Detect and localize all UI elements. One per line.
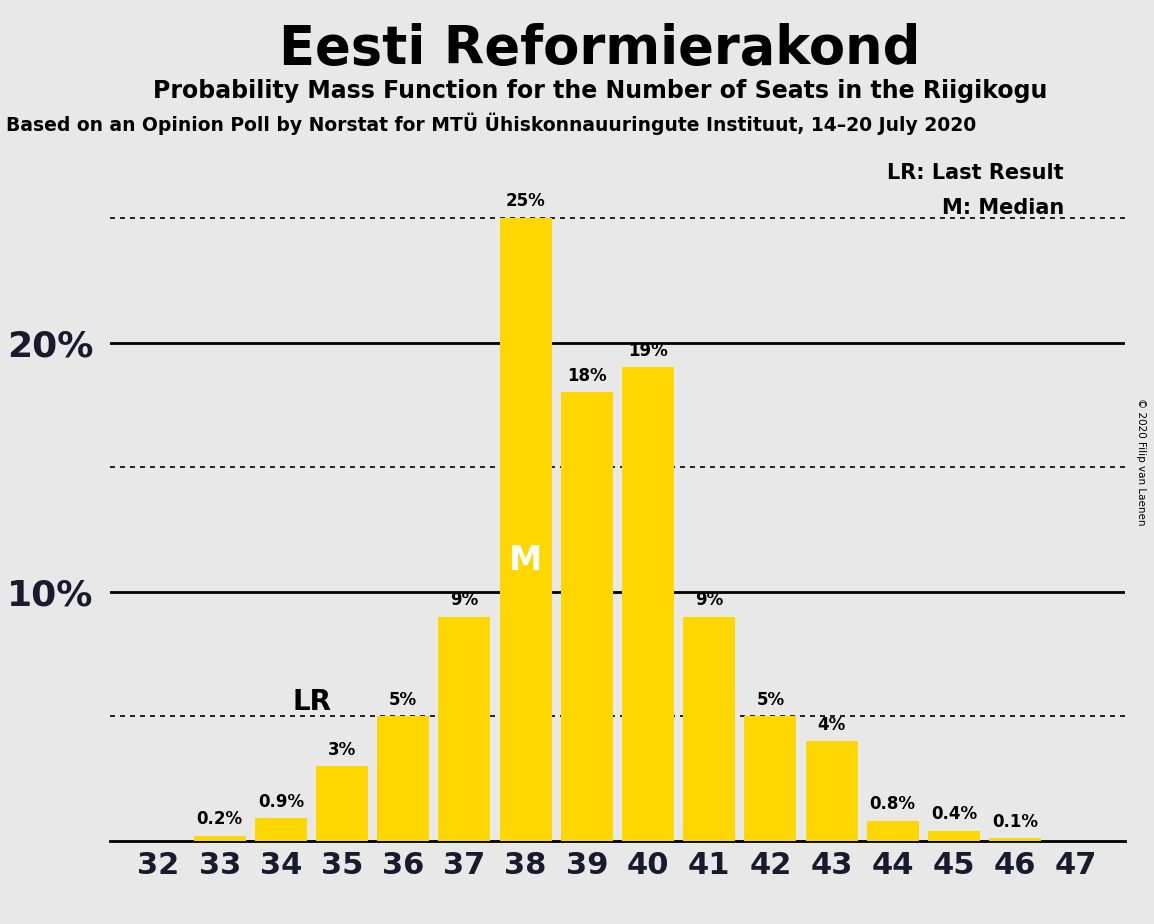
Bar [500,218,552,841]
Text: 0.9%: 0.9% [257,793,304,811]
Text: 25%: 25% [505,192,546,211]
Bar [928,831,980,841]
Bar [255,819,307,841]
Text: M: Median: M: Median [942,198,1064,218]
Text: 4%: 4% [817,716,846,734]
Bar [622,368,674,841]
Bar [439,616,490,841]
Text: LR: Last Result: LR: Last Result [887,164,1064,183]
Bar [744,716,796,841]
Bar [377,716,429,841]
Text: LR: LR [292,688,331,716]
Bar [989,838,1041,841]
Text: 0.8%: 0.8% [870,796,915,813]
Text: 18%: 18% [567,367,607,385]
Bar [805,741,857,841]
Text: Eesti Reformierakond: Eesti Reformierakond [279,23,921,75]
Text: 0.2%: 0.2% [196,810,242,829]
Text: M: M [509,544,542,578]
Text: 5%: 5% [389,691,418,709]
Text: 0.1%: 0.1% [992,813,1039,831]
Bar [561,393,613,841]
Bar [194,836,246,841]
Text: 3%: 3% [328,741,357,759]
Bar [683,616,735,841]
Text: © 2020 Filip van Laenen: © 2020 Filip van Laenen [1136,398,1146,526]
Text: 9%: 9% [450,591,479,609]
Text: 5%: 5% [756,691,785,709]
Text: 9%: 9% [695,591,724,609]
Text: Probability Mass Function for the Number of Seats in the Riigikogu: Probability Mass Function for the Number… [152,79,1048,103]
Text: 19%: 19% [628,342,668,360]
Bar [316,766,368,841]
Text: 0.4%: 0.4% [931,806,977,823]
Text: Based on an Opinion Poll by Norstat for MTÜ Ühiskonnauuringute Instituut, 14–20 : Based on an Opinion Poll by Norstat for … [6,113,976,135]
Bar [867,821,919,841]
